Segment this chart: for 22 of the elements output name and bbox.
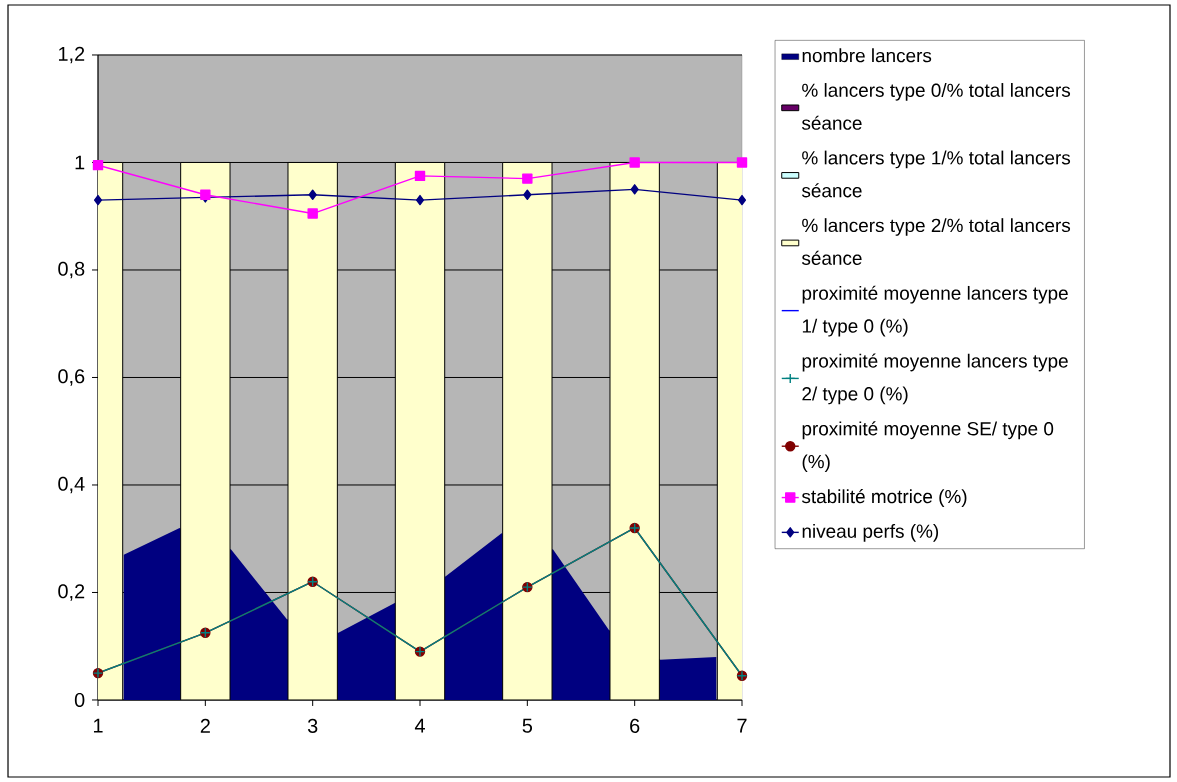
y-tick-label: 0,4 xyxy=(58,476,85,494)
x-tick-label: 1 xyxy=(93,718,103,733)
x-tick-label: 2 xyxy=(200,718,210,733)
y-tick-label: 1,2 xyxy=(58,46,85,64)
legend-label: proximité moyenne lancers type 1/ type 0 (%) xyxy=(802,285,1068,337)
legend-label: stabilité motrice (%) xyxy=(801,489,967,507)
legend-label: proximité moyenne lancers type 2/ type 0 (%) xyxy=(802,353,1068,405)
x-tick-label: 6 xyxy=(630,718,640,733)
y-tick-label: 1 xyxy=(75,155,85,170)
legend-label: % lancers type 1/% total lancers séance xyxy=(801,150,1071,198)
y-tick-label: 0,8 xyxy=(58,261,85,279)
x-tick-label: 5 xyxy=(522,718,533,733)
legend-label: proximité moyenne SE/ type 0 (%) xyxy=(802,421,1054,473)
x-tick-label: 3 xyxy=(307,718,318,733)
legend-label: niveau perfs (%) xyxy=(802,524,939,542)
y-tick-label: 0,2 xyxy=(58,584,85,601)
x-tick-label: 7 xyxy=(737,718,747,733)
y-tick-label: 0 xyxy=(74,692,85,708)
y-tick-label: 0,6 xyxy=(58,369,85,386)
legend-label: nombre lancers xyxy=(802,48,932,63)
x-tick-label: 4 xyxy=(414,718,425,733)
legend-label: % lancers type 0/% total lancers séance xyxy=(801,83,1071,130)
